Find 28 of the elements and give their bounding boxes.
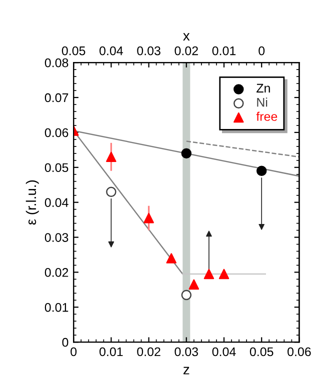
y-tick-label: 0.02 bbox=[44, 268, 68, 277]
y-tick-label: 0.01 bbox=[44, 302, 68, 312]
x-tick-label: 0 bbox=[70, 347, 77, 356]
x2-tick-label: 0.05 bbox=[62, 46, 86, 56]
x-tick-label: 0.02 bbox=[137, 347, 160, 356]
x-tick-label: 0.06 bbox=[288, 347, 311, 356]
x-axis-title: z bbox=[183, 366, 190, 374]
y-tick-label: 0.06 bbox=[44, 128, 68, 138]
x2-axis-title: x bbox=[183, 33, 190, 40]
x2-tick-label: 0.04 bbox=[100, 46, 123, 56]
y-axis-title: ε (r.l.u.) bbox=[26, 180, 39, 225]
legend-label: Zn bbox=[256, 84, 270, 93]
y-tick-label: 0.04 bbox=[44, 198, 68, 207]
x-tick-label: 0.05 bbox=[250, 347, 274, 356]
x2-tick-label: 0.03 bbox=[137, 46, 160, 56]
y-tick-label: 0.07 bbox=[44, 93, 68, 102]
x-tick-label: 0.04 bbox=[212, 347, 236, 356]
x-tick-label: 0.03 bbox=[174, 347, 198, 356]
y-tick-label: 0.05 bbox=[44, 163, 68, 172]
legend-label: free bbox=[256, 112, 278, 121]
y-tick-label: 0.03 bbox=[44, 233, 68, 242]
y-tick-label: 0 bbox=[62, 338, 68, 347]
y-tick-label: 0.08 bbox=[44, 58, 68, 68]
x2-tick-label: 0 bbox=[258, 46, 265, 56]
x2-tick-label: 0.02 bbox=[174, 46, 198, 56]
x2-tick-label: 0.01 bbox=[212, 46, 236, 56]
legend-label: Ni bbox=[257, 98, 268, 107]
x-tick-label: 0.01 bbox=[100, 347, 123, 356]
